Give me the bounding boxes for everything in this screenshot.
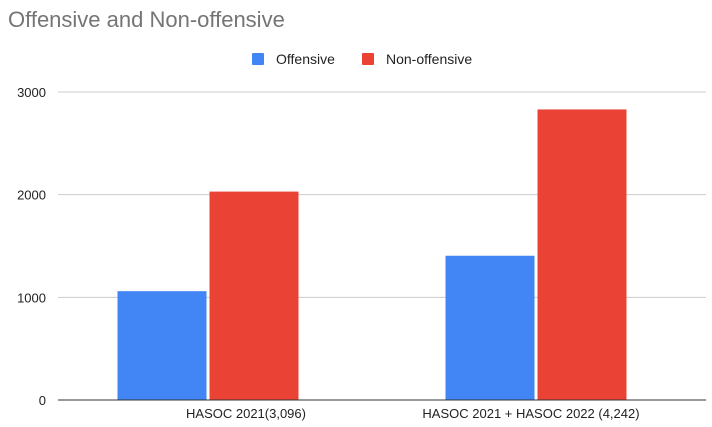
- y-tick-label: 3000: [17, 85, 46, 100]
- x-axis-labels: HASOC 2021(3,096) HASOC 2021 + HASOC 202…: [186, 406, 640, 421]
- category-label-hasoc-2021-2022: HASOC 2021 + HASOC 2022 (4,242): [422, 406, 639, 421]
- bars: [117, 109, 627, 400]
- legend-label-offensive: Offensive: [276, 51, 335, 67]
- y-axis-ticks: 0 1000 2000 3000: [17, 85, 46, 408]
- y-tick-label: 0: [39, 393, 46, 408]
- bar-non-offensive-0: [209, 191, 299, 400]
- legend-swatch-offensive: [252, 53, 264, 65]
- bar-offensive-1: [445, 255, 535, 400]
- legend: Offensive Non-offensive: [252, 51, 472, 67]
- category-label-hasoc-2021: HASOC 2021(3,096): [186, 406, 306, 421]
- legend-label-non-offensive: Non-offensive: [386, 51, 472, 67]
- bar-non-offensive-1: [537, 109, 627, 400]
- bar-offensive-0: [117, 291, 207, 400]
- chart-title: Offensive and Non-offensive: [8, 7, 285, 32]
- y-tick-label: 1000: [17, 290, 46, 305]
- legend-swatch-non-offensive: [362, 53, 374, 65]
- y-tick-label: 2000: [17, 188, 46, 203]
